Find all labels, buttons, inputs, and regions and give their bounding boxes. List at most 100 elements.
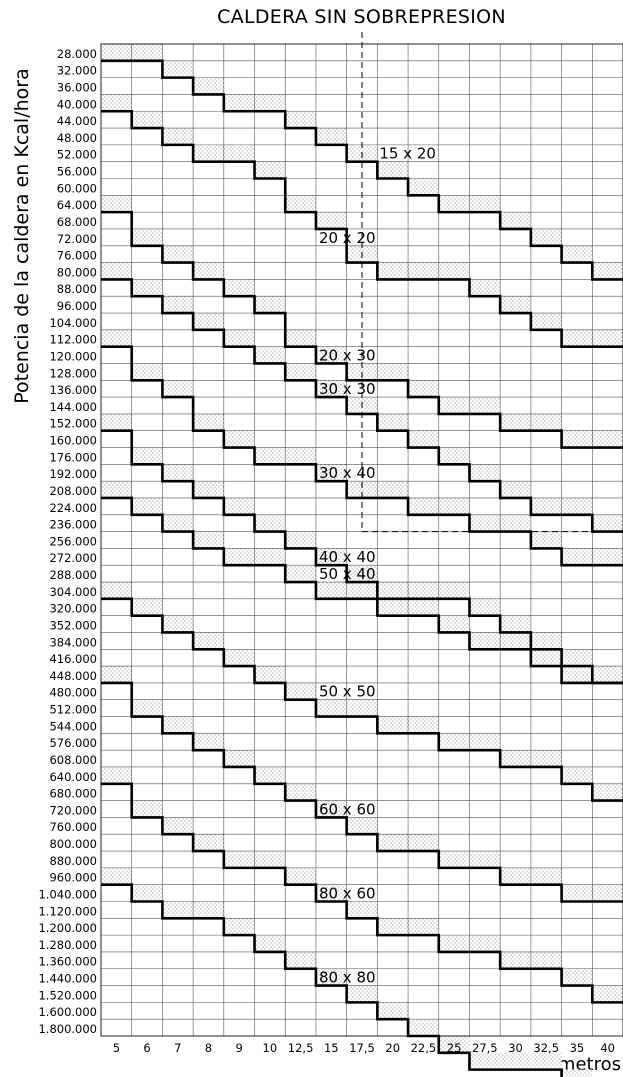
shade-30-x-40-8	[346, 481, 378, 498]
shade-80-x-80-15	[561, 1069, 593, 1077]
y-tick-49: 960.000	[49, 871, 97, 885]
shade-50-x-40-3	[193, 531, 224, 549]
shade-50-x-40-6	[285, 565, 316, 583]
shade-15-x-20-16	[592, 262, 623, 280]
shade-20-x-20-5	[254, 161, 286, 179]
y-tick-15: 96.000	[57, 299, 97, 313]
shade-40-x-40-6	[285, 531, 316, 549]
series-label-40-x-40: 40 x 40	[319, 548, 376, 566]
y-tick-41: 576.000	[49, 736, 97, 750]
step-line-30-x-30	[101, 278, 623, 533]
y-tick-58: 1.800.000	[38, 1022, 97, 1036]
series-label-20-x-20: 20 x 20	[319, 229, 376, 247]
shade-80-x-60-6	[285, 867, 316, 885]
shade-80-x-80-9	[377, 1002, 409, 1020]
shade-80-x-60-16	[592, 985, 623, 1003]
shade-40-x-40-4	[223, 497, 255, 515]
series-label-60-x-60: 60 x 60	[319, 800, 376, 818]
step-line-80-x-60	[101, 782, 623, 1004]
y-tick-44: 680.000	[49, 787, 97, 801]
series-label-30-x-30: 30 x 30	[319, 380, 376, 398]
shade-20-x-20-3	[193, 144, 224, 162]
shade-30-x-30-1	[131, 279, 163, 297]
shade-50-x-40-2	[162, 514, 194, 532]
y-tick-46: 760.000	[49, 820, 97, 834]
y-tick-19: 128.000	[49, 366, 97, 380]
shade-80-x-60-15	[561, 968, 593, 986]
shade-30-x-30-4	[223, 329, 255, 347]
shade-40-x-40-1	[131, 447, 163, 465]
shade-30-x-40-2	[162, 380, 194, 398]
shade-60-x-60-12	[469, 851, 501, 868]
shade-80-x-60-2	[162, 817, 194, 835]
shade-60-x-60-11	[438, 851, 470, 868]
shade-80-x-60-7	[315, 884, 347, 902]
shade-40-x-40-0	[101, 413, 132, 431]
series-label-50-x-40: 50 x 40	[319, 565, 376, 583]
shade-60-x-60-13	[500, 867, 531, 885]
shade-30-x-30-10	[408, 430, 439, 448]
y-tick-43: 640.000	[49, 770, 97, 784]
y-tick-2: 36.000	[57, 80, 97, 94]
shade-20-x-20-15	[561, 329, 593, 347]
shade-20-x-20-11	[438, 262, 470, 280]
shade-80-x-60-13	[500, 951, 531, 969]
example-guide	[361, 32, 623, 533]
shade-80-x-60-3	[193, 834, 224, 852]
shade-60-x-60-9	[377, 834, 409, 852]
shade-50-x-50-5	[254, 666, 286, 683]
y-tick-36: 416.000	[49, 652, 97, 666]
y-tick-40: 544.000	[49, 719, 97, 733]
y-tick-22: 152.000	[49, 417, 97, 431]
shade-50-x-50-1	[131, 598, 163, 616]
y-tick-25: 192.000	[49, 467, 97, 481]
y-tick-17: 112.000	[49, 333, 97, 347]
y-tick-9: 64.000	[57, 198, 97, 212]
y-tick-48: 880.000	[49, 854, 97, 868]
y-tick-5: 48.000	[57, 131, 97, 145]
x-tick-12: 27,5	[472, 1041, 498, 1055]
shade-30-x-30-7	[315, 380, 347, 398]
shade-20-x-30-16	[592, 430, 623, 448]
shade-50-x-40-14	[530, 649, 562, 667]
shade-60-x-60-4	[223, 750, 255, 767]
y-tick-20: 136.000	[49, 383, 97, 397]
shade-30-x-40-14	[530, 531, 562, 549]
x-tick-7: 15	[324, 1041, 339, 1055]
shade-80-x-60-9	[377, 918, 409, 936]
shade-20-x-30-5	[254, 296, 286, 314]
series-label-80-x-60: 80 x 60	[319, 884, 376, 902]
shade-80-x-80-3	[193, 901, 224, 919]
shade-50-x-50-13	[500, 750, 531, 767]
shade-50-x-40-12	[469, 632, 501, 650]
shade-20-x-20-7	[315, 212, 347, 229]
shade-30-x-30-16	[592, 514, 623, 532]
shade-80-x-60-12	[469, 935, 501, 952]
step-line-20-x-30	[101, 210, 623, 449]
shade-80-x-60-5	[254, 851, 286, 868]
shade-30-x-30-3	[193, 313, 224, 330]
y-tick-12: 76.000	[57, 249, 97, 263]
x-tick-5: 10	[263, 1041, 278, 1055]
shade-20-x-30-7	[315, 346, 347, 364]
shade-50-x-40-13	[500, 632, 531, 650]
shade-60-x-60-15	[561, 884, 593, 902]
shade-80-x-80-2	[162, 901, 194, 919]
shade-80-x-80-5	[254, 935, 286, 952]
x-tick-14: 32,5	[533, 1041, 559, 1055]
shade-50-x-50-8	[346, 699, 378, 717]
shade-60-x-60-7	[315, 800, 347, 818]
y-tick-7: 56.000	[57, 165, 97, 179]
shade-20-x-30-11	[438, 397, 470, 414]
x-tick-13: 30	[508, 1041, 523, 1055]
shade-40-x-40-11	[438, 582, 470, 599]
y-tick-52: 1.200.000	[38, 921, 97, 935]
shade-50-x-50-16	[592, 783, 623, 801]
y-tick-8: 60.000	[57, 181, 97, 195]
step-line-30-x-40	[101, 345, 623, 567]
y-tick-10: 68.000	[57, 215, 97, 229]
y-tick-50: 1.040.000	[38, 887, 97, 901]
shade-50-x-40-1	[131, 497, 163, 515]
shade-20-x-20-14	[530, 313, 562, 330]
